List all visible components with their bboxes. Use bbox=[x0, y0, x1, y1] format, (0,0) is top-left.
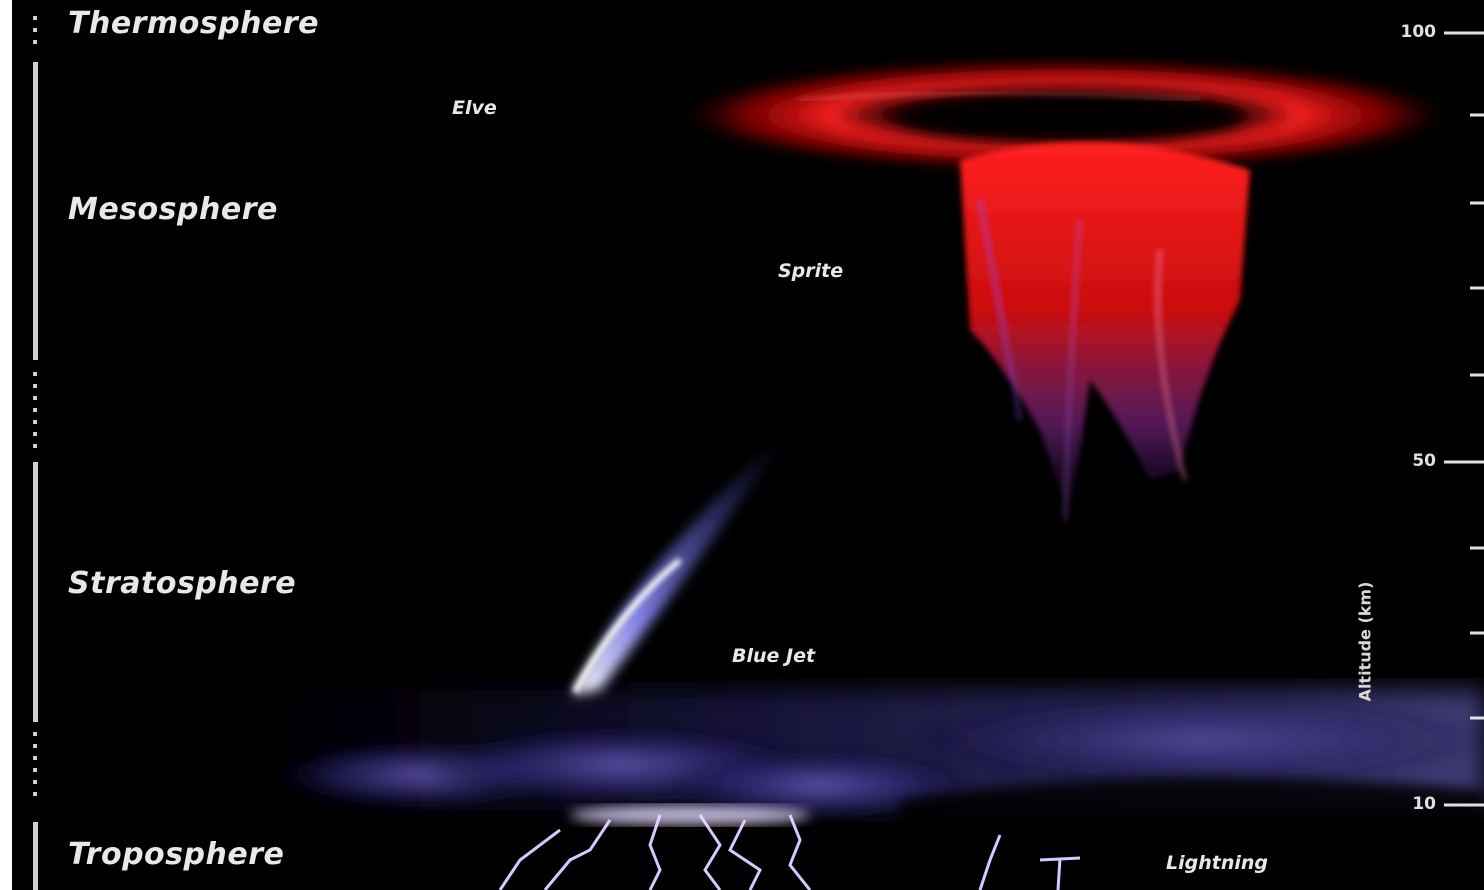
storm-cloud bbox=[270, 695, 1484, 820]
axis-title: Altitude (km) bbox=[1355, 581, 1375, 702]
sprite-glow bbox=[960, 142, 1250, 521]
layer-label-stratosphere: Stratosphere bbox=[68, 566, 297, 601]
blue-jet-glow bbox=[572, 430, 790, 695]
event-label-lightning: Lightning bbox=[1166, 852, 1268, 874]
lightning-flash bbox=[570, 805, 810, 825]
event-label-blue-jet: Blue Jet bbox=[732, 645, 816, 667]
event-label-elve: Elve bbox=[452, 97, 497, 119]
event-label-sprite: Sprite bbox=[778, 260, 844, 282]
tick-label-50: 50 bbox=[1412, 451, 1436, 471]
layer-label-mesosphere: Mesosphere bbox=[68, 192, 278, 227]
altitude-ticks bbox=[1444, 31, 1484, 807]
layer-label-thermosphere: Thermosphere bbox=[68, 6, 320, 41]
tick-label-100: 100 bbox=[1400, 22, 1437, 42]
lightning-bolts bbox=[498, 814, 1081, 890]
layer-label-troposphere: Troposphere bbox=[68, 837, 285, 872]
elve-glow bbox=[685, 60, 1445, 170]
tick-label-10: 10 bbox=[1412, 794, 1436, 814]
layer-boundary-bar bbox=[33, 16, 38, 890]
